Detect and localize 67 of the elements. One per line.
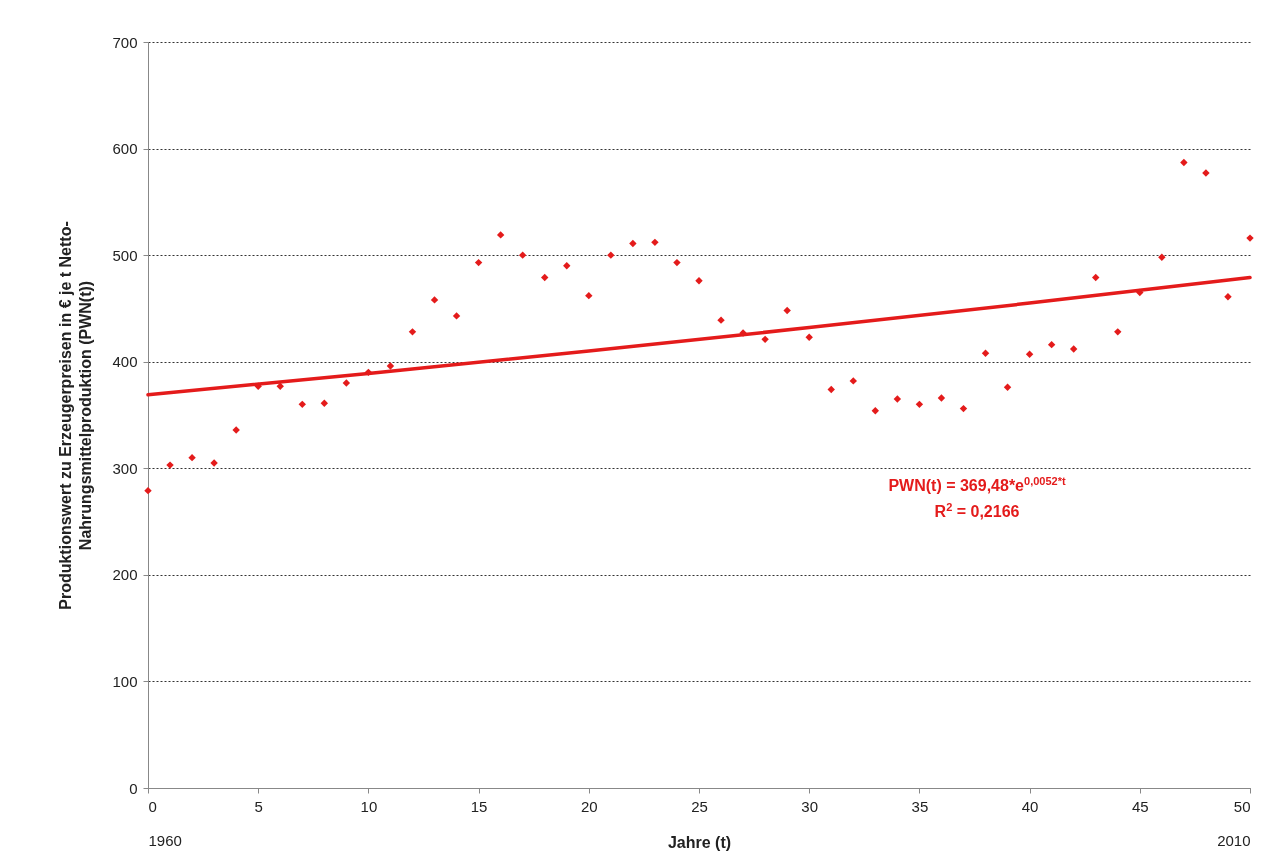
y-tick-label: 300 bbox=[112, 459, 138, 477]
point bbox=[563, 262, 571, 270]
point bbox=[981, 349, 990, 357]
point bbox=[915, 400, 924, 409]
point bbox=[1003, 383, 1012, 391]
point bbox=[364, 368, 373, 377]
annotation: PWN(t) = 369,48*e$^{0,0052*t}$ bbox=[888, 474, 1066, 496]
y-tick-label: 600 bbox=[112, 140, 138, 158]
point bbox=[1047, 340, 1056, 349]
point bbox=[805, 333, 813, 341]
point bbox=[342, 379, 351, 387]
line-series bbox=[146, 275, 1252, 397]
y-tick-label: 100 bbox=[112, 672, 138, 690]
x-tick-label: 45 bbox=[1131, 797, 1149, 815]
point bbox=[1114, 328, 1122, 336]
point bbox=[1092, 273, 1100, 282]
point bbox=[651, 238, 659, 247]
annotation: R$^{2}$ = 0,2166 bbox=[934, 500, 1020, 522]
point bbox=[1180, 158, 1188, 167]
point bbox=[452, 312, 461, 320]
point bbox=[430, 296, 439, 304]
point bbox=[585, 291, 593, 300]
x-tick-label: 15 bbox=[470, 797, 488, 815]
point bbox=[276, 382, 284, 390]
point bbox=[474, 258, 483, 267]
point bbox=[959, 404, 968, 413]
point bbox=[629, 239, 637, 248]
point bbox=[518, 251, 527, 259]
point bbox=[254, 382, 262, 390]
point bbox=[541, 273, 549, 282]
point bbox=[827, 385, 835, 394]
point bbox=[298, 400, 306, 409]
point bbox=[849, 377, 857, 385]
point bbox=[1069, 345, 1078, 353]
point bbox=[1224, 293, 1232, 301]
x-tick-label: 40 bbox=[1021, 797, 1039, 815]
point bbox=[673, 258, 681, 267]
point bbox=[386, 362, 395, 370]
x-tick-label: 30 bbox=[801, 797, 819, 815]
point bbox=[1025, 350, 1034, 358]
x-tick-label: 20 bbox=[580, 797, 598, 815]
y-tick-label: 500 bbox=[112, 246, 138, 264]
point bbox=[761, 335, 769, 344]
y-tick-label: 200 bbox=[112, 566, 138, 584]
x-tick-label: 5 bbox=[254, 797, 263, 815]
point bbox=[144, 486, 152, 495]
point bbox=[1158, 253, 1166, 261]
y-tick-label: 0 bbox=[129, 779, 138, 797]
point bbox=[320, 399, 329, 407]
point bbox=[188, 453, 196, 462]
x-tick-label: 50 2010 bbox=[1217, 797, 1251, 849]
y-tick-label: 400 bbox=[112, 353, 138, 371]
x-tick-label: 0 1960 bbox=[148, 797, 182, 849]
point bbox=[1136, 288, 1144, 297]
x-tick-label: 10 bbox=[360, 797, 378, 815]
x-axis-title: Jahre (t) bbox=[667, 833, 732, 851]
point bbox=[408, 328, 417, 336]
y-tick-label: 700 bbox=[112, 33, 138, 51]
point bbox=[783, 306, 791, 315]
point bbox=[496, 231, 505, 239]
x-tick-label: 35 bbox=[911, 797, 929, 815]
point bbox=[871, 407, 880, 415]
x-tick-label: 25 bbox=[691, 797, 708, 815]
point bbox=[893, 395, 902, 403]
y-axis-title: Produktionswert zu Erzeugerpreisen in € je t Netto- Nahrungsmittelproduktion (PWN(t)) bbox=[57, 221, 95, 610]
point bbox=[937, 394, 946, 402]
point bbox=[607, 251, 615, 259]
